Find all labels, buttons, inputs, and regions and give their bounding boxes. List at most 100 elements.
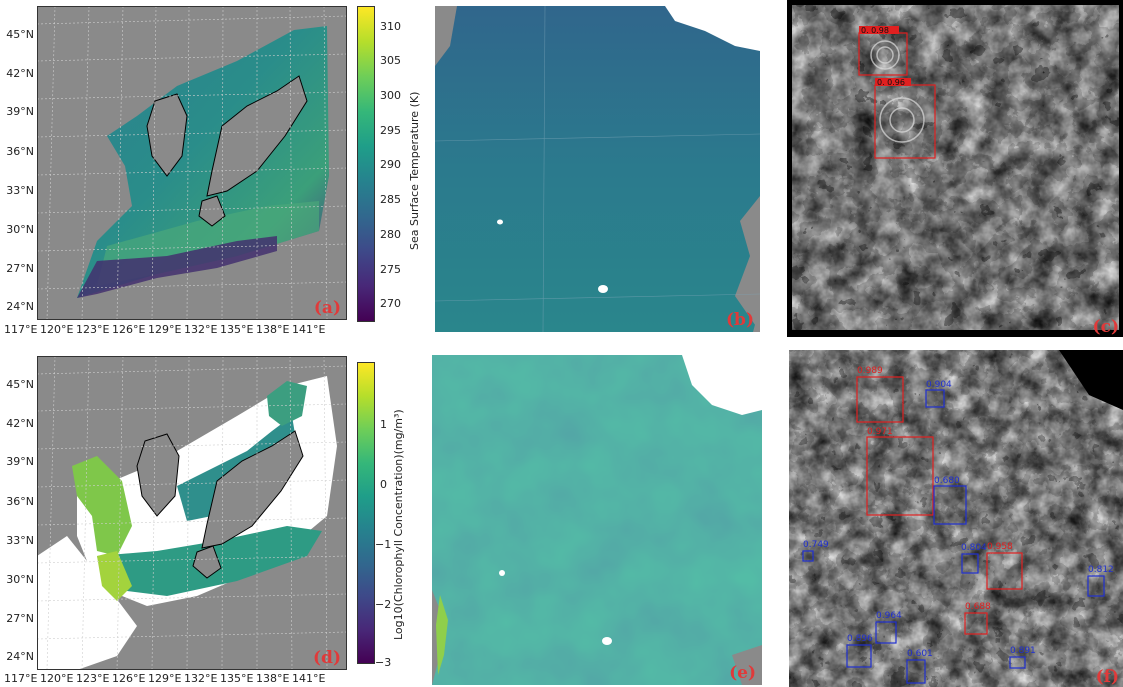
detection-box — [846, 644, 872, 668]
japan-land — [201, 430, 304, 549]
detection-score: 0.812 — [1088, 565, 1114, 575]
lat-label: 33°N — [6, 534, 34, 547]
lat-label: 33°N — [6, 184, 34, 197]
cloud-top-right — [682, 355, 762, 415]
colorbar-tick: 295 — [380, 124, 401, 137]
detection-score: 0.749 — [803, 540, 829, 550]
colorbar-tick: 0 — [380, 478, 387, 491]
panel-b-sst-zoom: (b) — [435, 6, 760, 332]
lon-label: 135°E — [220, 672, 254, 685]
sst-map-canvas — [37, 6, 347, 320]
detection-box — [986, 552, 1023, 590]
gridlines — [37, 356, 347, 670]
colorbar-tick: 290 — [380, 158, 401, 171]
detection-score: 0. 0.96 — [877, 78, 905, 87]
coast-bloom — [436, 595, 448, 675]
detection-box — [933, 485, 967, 525]
chl-north — [267, 381, 307, 426]
lon-label: 138°E — [256, 323, 290, 336]
sst-zoom-canvas — [435, 6, 760, 332]
lon-label: 126°E — [112, 323, 146, 336]
gridlines — [435, 6, 760, 332]
land-right-edge — [735, 196, 760, 332]
lat-label: 30°N — [6, 573, 34, 586]
lat-label: 45°N — [6, 378, 34, 391]
lon-label: 135°E — [220, 323, 254, 336]
land-corner-top-left — [435, 6, 457, 66]
lon-label: 141°E — [292, 323, 326, 336]
gridlines — [37, 6, 347, 320]
no-data-region-south — [37, 536, 137, 670]
lat-label: 27°N — [6, 262, 34, 275]
swirls — [870, 40, 925, 143]
chl-zoom-canvas — [432, 355, 762, 685]
detection-score: 0.964 — [876, 611, 902, 621]
lat-label: 45°N — [6, 28, 34, 41]
lat-label: 42°N — [6, 417, 34, 430]
detection-score: 0. 0.98 — [861, 26, 889, 35]
panel-e-chl-zoom: (e) — [432, 355, 762, 685]
colorbar-tick: −3 — [375, 656, 392, 669]
detection-score: 0.891 — [1010, 646, 1036, 656]
korea-peninsula — [146, 93, 188, 177]
chl-coast-high — [97, 551, 132, 601]
panel-label-e: (e) — [729, 663, 756, 683]
panel-label-c: (c) — [1092, 317, 1119, 337]
panel-a-sst-map: (a) — [37, 6, 347, 320]
korea-peninsula — [136, 433, 180, 517]
lon-label: 120°E — [40, 323, 74, 336]
detection-score: 0.958 — [987, 542, 1013, 552]
colorbar-tick: 285 — [380, 193, 401, 206]
detection-boxes — [802, 376, 1105, 684]
detection-box — [866, 436, 934, 516]
lon-label: 117°E — [4, 672, 38, 685]
detection-box-label-bg — [875, 78, 911, 86]
detection-score: 0.680 — [934, 476, 960, 486]
colorbar-tick: 280 — [380, 228, 401, 241]
detection-box — [875, 621, 897, 644]
detection-score: 0.989 — [857, 366, 883, 376]
land-bottom-right — [732, 645, 762, 685]
lon-label: 120°E — [40, 672, 74, 685]
lon-label: 132°E — [184, 323, 218, 336]
lat-label: 30°N — [6, 223, 34, 236]
detection-score: 0.904 — [926, 380, 952, 390]
island — [602, 637, 612, 645]
cold-strip — [77, 236, 277, 298]
colorbar-tick: 310 — [380, 20, 401, 33]
panel-label-f: (f) — [1095, 667, 1119, 687]
colorbar-tick: 270 — [380, 297, 401, 310]
chl-map-canvas — [37, 356, 347, 670]
colorbar-a-title: Sea Surface Temperature (K) — [408, 91, 421, 250]
lat-label: 39°N — [6, 455, 34, 468]
lon-label: 141°E — [292, 672, 326, 685]
colorbar-tick: −2 — [375, 598, 392, 611]
island — [499, 570, 505, 576]
colorbar-a — [357, 6, 375, 322]
eddy-texture-canvas-f — [789, 350, 1123, 687]
panel-f-eddy-detection: 0.989 0.904 0.971 0.680 0.749 0.804 0.95… — [789, 350, 1123, 687]
lon-label: 123°E — [76, 672, 110, 685]
island — [497, 219, 503, 225]
colorbar-tick: 300 — [380, 89, 401, 102]
land-bottom-right — [753, 306, 760, 332]
lat-label: 24°N — [6, 300, 34, 313]
lon-label: 123°E — [76, 323, 110, 336]
panel-label-d: (d) — [313, 648, 341, 668]
colorbar-tick: 275 — [380, 263, 401, 276]
detection-box-label-bg — [859, 26, 899, 34]
panel-label-b: (b) — [726, 310, 754, 330]
lon-label: 129°E — [148, 323, 182, 336]
lon-label: 117°E — [4, 323, 38, 336]
colorbar-tick: 1 — [380, 418, 387, 431]
lat-label: 36°N — [6, 495, 34, 508]
detection-score: 0.804 — [961, 543, 987, 553]
colorbar-tick: −1 — [375, 538, 392, 551]
chl-yellow-sea — [72, 456, 132, 556]
detection-score: 0.971 — [867, 427, 893, 437]
colorbar-tick: 305 — [380, 54, 401, 67]
detection-box — [856, 376, 904, 423]
detection-box — [802, 550, 814, 562]
panel-d-chl-map: (d) — [37, 356, 347, 670]
lat-label: 42°N — [6, 67, 34, 80]
